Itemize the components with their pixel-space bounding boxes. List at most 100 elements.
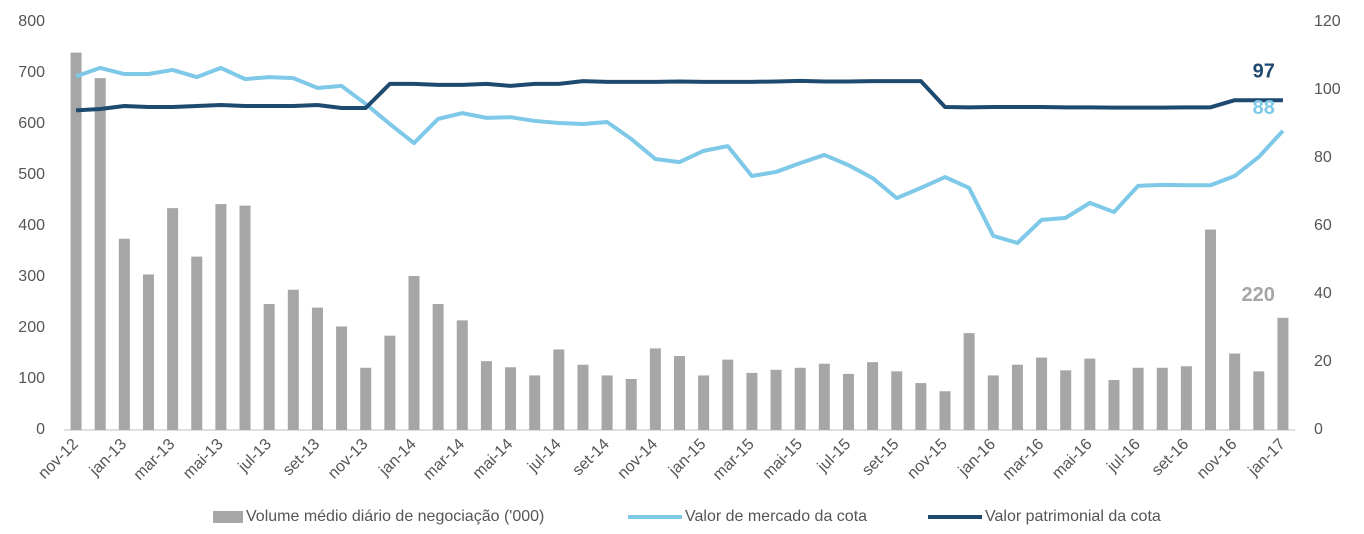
bar bbox=[239, 205, 251, 430]
x-tick-label: set-13 bbox=[280, 436, 324, 480]
bar bbox=[1084, 358, 1096, 430]
x-tick-label: nov-15 bbox=[904, 436, 951, 483]
y2-tick-label: 80 bbox=[1314, 149, 1332, 166]
x-tick-label: jul-13 bbox=[235, 436, 275, 476]
x-tick-label: mai-14 bbox=[470, 436, 517, 483]
bar bbox=[867, 362, 879, 430]
x-tick-label: mar-14 bbox=[420, 436, 468, 484]
bar bbox=[1011, 364, 1023, 430]
bar bbox=[529, 375, 541, 430]
x-tick-label: jul-15 bbox=[814, 436, 854, 476]
bar bbox=[625, 379, 637, 430]
bar bbox=[1108, 380, 1120, 430]
bar bbox=[1156, 367, 1168, 430]
x-tick-label: set-15 bbox=[859, 436, 903, 480]
bar bbox=[118, 238, 130, 430]
bar bbox=[1132, 367, 1144, 430]
bar bbox=[94, 78, 106, 430]
x-tick-label: jul-16 bbox=[1104, 436, 1144, 476]
bar bbox=[480, 361, 492, 430]
x-tick-label: jul-14 bbox=[524, 436, 564, 476]
bar bbox=[311, 307, 323, 430]
bar bbox=[287, 289, 299, 430]
line bbox=[75, 78, 1283, 113]
bar bbox=[70, 52, 82, 430]
x-tick-label: nov-14 bbox=[615, 436, 662, 483]
bar bbox=[505, 367, 517, 430]
bar bbox=[336, 326, 348, 430]
data-label: 97 bbox=[1253, 60, 1275, 82]
legend-label: Valor patrimonial da cota bbox=[985, 508, 1161, 525]
bar bbox=[794, 367, 806, 430]
y-tick-label: 500 bbox=[18, 166, 45, 183]
bar bbox=[384, 335, 396, 430]
line bbox=[75, 65, 1285, 245]
x-tick-label: nov-16 bbox=[1194, 436, 1241, 483]
y2-tick-label: 0 bbox=[1314, 421, 1323, 438]
x-tick-label: jan-13 bbox=[86, 436, 130, 480]
x-tick-label: mar-13 bbox=[131, 436, 179, 484]
y2-tick-label: 60 bbox=[1314, 217, 1332, 234]
x-tick-label: set-16 bbox=[1149, 436, 1193, 480]
bar bbox=[1229, 353, 1241, 430]
bar bbox=[456, 320, 468, 430]
bar bbox=[698, 375, 710, 430]
y-tick-label: 100 bbox=[18, 370, 45, 387]
data-label: 88 bbox=[1253, 97, 1275, 119]
legend-label: Volume médio diário de negociação ('000) bbox=[246, 508, 544, 525]
y2-tick-label: 120 bbox=[1314, 13, 1341, 30]
bar bbox=[963, 333, 975, 430]
x-tick-label: nov-12 bbox=[35, 436, 82, 483]
x-tick-label: nov-13 bbox=[325, 436, 372, 483]
bar bbox=[1060, 370, 1072, 430]
y-tick-label: 200 bbox=[18, 319, 45, 336]
y-tick-label: 0 bbox=[36, 421, 45, 438]
bar bbox=[891, 371, 903, 430]
y-tick-label: 400 bbox=[18, 217, 45, 234]
bar bbox=[601, 375, 613, 430]
y-tick-label: 800 bbox=[18, 13, 45, 30]
bar bbox=[722, 359, 734, 430]
bar bbox=[432, 304, 444, 430]
y-tick-label: 700 bbox=[18, 64, 45, 81]
x-tick-label: mai-15 bbox=[759, 436, 806, 483]
bar bbox=[553, 349, 565, 430]
x-tick-label: jan-15 bbox=[665, 436, 709, 480]
bar bbox=[263, 304, 275, 430]
bar bbox=[915, 383, 927, 430]
bar bbox=[1253, 371, 1265, 430]
bar bbox=[746, 372, 758, 430]
x-tick-label: mai-16 bbox=[1049, 436, 1096, 483]
bar bbox=[987, 375, 999, 430]
x-tick-label: mar-15 bbox=[710, 436, 758, 484]
y2-tick-label: 40 bbox=[1314, 285, 1332, 302]
bar bbox=[939, 391, 951, 430]
bar bbox=[408, 275, 420, 430]
bar bbox=[142, 274, 154, 430]
bar bbox=[1180, 366, 1192, 430]
x-tick-label: set-14 bbox=[569, 436, 613, 480]
bar bbox=[191, 256, 203, 430]
bar bbox=[1036, 357, 1048, 430]
y-tick-label: 600 bbox=[18, 115, 45, 132]
y2-tick-label: 100 bbox=[1314, 81, 1341, 98]
bar bbox=[1205, 229, 1217, 430]
bar bbox=[1277, 317, 1289, 430]
bar bbox=[360, 367, 372, 430]
x-tick-label: jan-17 bbox=[1245, 436, 1289, 480]
legend-swatch bbox=[213, 511, 243, 523]
bar bbox=[577, 364, 589, 430]
legend-label: Valor de mercado da cota bbox=[685, 508, 867, 525]
bar bbox=[167, 208, 179, 430]
x-tick-label: mai-13 bbox=[180, 436, 227, 483]
y2-tick-label: 20 bbox=[1314, 353, 1332, 370]
x-tick-label: jan-14 bbox=[376, 436, 420, 480]
bar bbox=[770, 369, 782, 430]
bar bbox=[842, 373, 854, 430]
y-tick-label: 300 bbox=[18, 268, 45, 285]
bar bbox=[649, 348, 661, 430]
bar bbox=[818, 363, 830, 430]
data-label: 220 bbox=[1242, 284, 1275, 306]
bar bbox=[674, 356, 685, 430]
